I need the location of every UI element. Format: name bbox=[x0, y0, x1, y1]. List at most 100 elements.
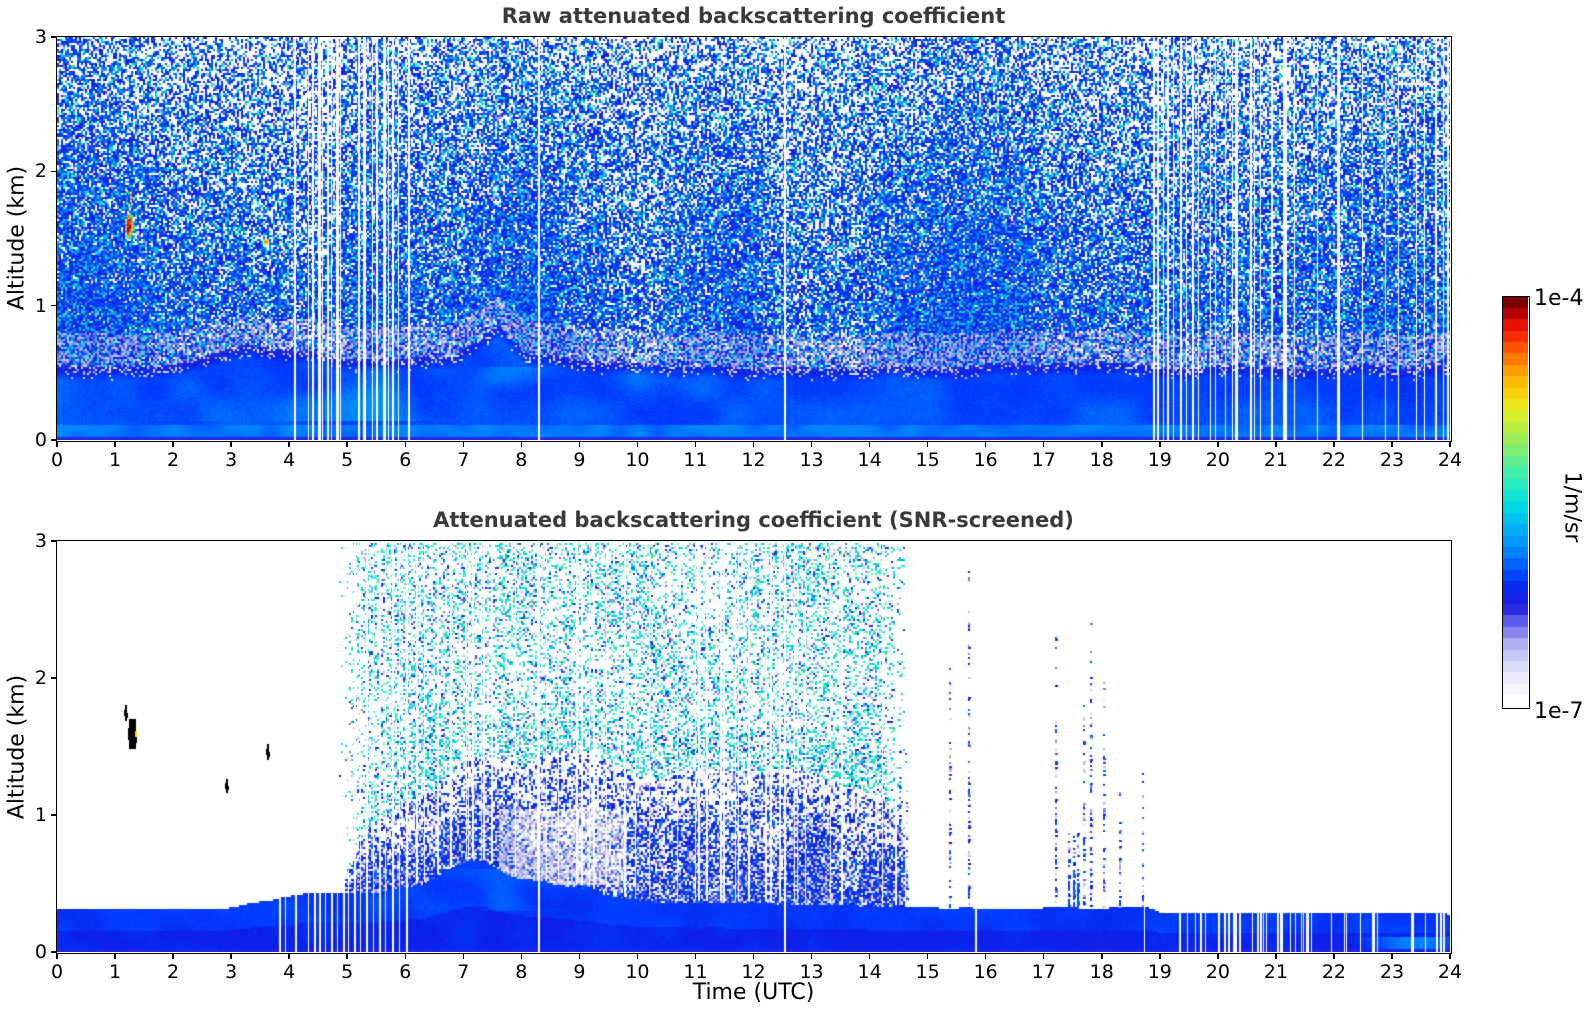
x-tick-mark bbox=[114, 953, 116, 959]
x-tick-mark bbox=[1449, 953, 1451, 959]
x-tick-mark bbox=[520, 441, 523, 447]
raw-y-axis-label: Altitude (km) bbox=[4, 165, 30, 311]
x-tick-label: 0 bbox=[50, 961, 64, 983]
x-tick-label: 16 bbox=[973, 449, 998, 471]
x-tick-label: 7 bbox=[457, 961, 470, 983]
y-tick-mark bbox=[50, 540, 56, 542]
y-tick-label: 3 bbox=[34, 530, 47, 552]
y-tick-label: 2 bbox=[34, 160, 47, 183]
y-tick-mark bbox=[50, 951, 56, 953]
x-tick-label: 9 bbox=[573, 449, 586, 471]
x-tick-label: 10 bbox=[625, 961, 650, 983]
x-tick-mark bbox=[230, 953, 232, 959]
x-tick-label: 12 bbox=[741, 449, 766, 471]
x-tick-label: 23 bbox=[1379, 449, 1405, 471]
x-tick-label: 20 bbox=[1205, 449, 1230, 471]
x-tick-label: 15 bbox=[915, 449, 940, 471]
y-tick-label: 3 bbox=[34, 26, 47, 48]
x-tick-label: 5 bbox=[341, 449, 354, 471]
x-tick-mark bbox=[1042, 953, 1045, 959]
x-tick-label: 8 bbox=[515, 961, 528, 983]
x-tick-mark bbox=[172, 441, 174, 447]
x-tick-mark bbox=[1159, 441, 1161, 447]
x-tick-label: 21 bbox=[1263, 961, 1288, 983]
x-tick-mark bbox=[752, 441, 755, 447]
x-tick-mark bbox=[810, 441, 813, 447]
x-tick-label: 15 bbox=[915, 961, 940, 983]
x-tick-mark bbox=[636, 441, 639, 447]
x-tick-label: 13 bbox=[799, 449, 824, 471]
x-tick-label: 17 bbox=[1031, 449, 1056, 471]
x-tick-label: 8 bbox=[515, 449, 528, 471]
x-tick-label: 2 bbox=[167, 961, 180, 983]
x-tick-mark bbox=[984, 441, 987, 447]
x-tick-label: 17 bbox=[1031, 961, 1056, 983]
x-tick-mark bbox=[520, 953, 523, 959]
x-tick-label: 14 bbox=[857, 449, 882, 471]
y-tick-label: 2 bbox=[34, 667, 47, 689]
x-tick-mark bbox=[1217, 441, 1219, 447]
x-tick-mark bbox=[926, 953, 929, 959]
y-tick-mark bbox=[50, 170, 56, 173]
x-tick-mark bbox=[636, 953, 639, 959]
x-tick-mark bbox=[926, 441, 929, 447]
x-tick-label: 18 bbox=[1089, 961, 1114, 983]
x-tick-mark bbox=[984, 953, 987, 959]
x-tick-mark bbox=[1333, 953, 1335, 959]
x-tick-label: 10 bbox=[625, 449, 650, 471]
x-tick-mark bbox=[1333, 441, 1335, 447]
colorbar-max-label: 1e-4 bbox=[1534, 286, 1584, 311]
x-tick-mark bbox=[404, 441, 406, 447]
x-tick-label: 12 bbox=[741, 961, 766, 983]
y-tick-mark bbox=[50, 439, 56, 441]
x-tick-mark bbox=[752, 953, 755, 959]
colorbar bbox=[1503, 297, 1528, 707]
x-tick-mark bbox=[172, 953, 174, 959]
y-tick-label: 0 bbox=[34, 941, 47, 963]
x-tick-label: 23 bbox=[1379, 961, 1405, 983]
x-tick-label: 13 bbox=[799, 961, 824, 983]
x-tick-label: 9 bbox=[573, 961, 586, 983]
x-tick-mark bbox=[230, 441, 232, 447]
x-tick-label: 3 bbox=[225, 961, 238, 983]
x-tick-label: 1 bbox=[108, 961, 122, 983]
x-tick-label: 6 bbox=[399, 449, 412, 471]
x-tick-label: 22 bbox=[1321, 961, 1346, 983]
x-tick-mark bbox=[114, 441, 116, 447]
x-tick-mark bbox=[578, 441, 581, 447]
x-tick-mark bbox=[868, 953, 871, 959]
screened-y-axis-label: Altitude (km) bbox=[4, 674, 30, 820]
x-tick-label: 14 bbox=[857, 961, 882, 983]
screened-plot-title: Attenuated backscattering coefficient (S… bbox=[433, 508, 1074, 532]
x-tick-mark bbox=[346, 441, 348, 447]
x-tick-label: 4 bbox=[283, 449, 296, 471]
x-tick-label: 24 bbox=[1437, 449, 1463, 471]
x-tick-label: 7 bbox=[457, 449, 470, 471]
x-tick-mark bbox=[288, 441, 290, 447]
x-tick-mark bbox=[694, 441, 697, 447]
x-tick-mark bbox=[868, 441, 871, 447]
x-tick-mark bbox=[1042, 441, 1045, 447]
x-tick-mark bbox=[56, 441, 58, 447]
x-tick-label: 6 bbox=[399, 961, 412, 983]
x-tick-mark bbox=[578, 953, 581, 959]
x-tick-mark bbox=[404, 953, 406, 959]
x-tick-label: 5 bbox=[341, 961, 354, 983]
x-tick-label: 1 bbox=[108, 449, 122, 471]
x-tick-label: 16 bbox=[973, 961, 998, 983]
x-tick-mark bbox=[810, 953, 813, 959]
x-tick-mark bbox=[462, 953, 465, 959]
x-tick-mark bbox=[346, 953, 348, 959]
x-tick-label: 19 bbox=[1147, 961, 1172, 983]
y-tick-mark bbox=[50, 304, 56, 307]
x-tick-label: 0 bbox=[50, 449, 64, 471]
x-tick-mark bbox=[1391, 441, 1393, 447]
x-tick-label: 4 bbox=[283, 961, 296, 983]
y-tick-label: 0 bbox=[34, 429, 47, 451]
x-tick-mark bbox=[1449, 441, 1451, 447]
time-axis-label: Time (UTC) bbox=[692, 980, 815, 1005]
raw-plot-title: Raw attenuated backscattering coefficien… bbox=[501, 4, 1006, 28]
x-tick-label: 19 bbox=[1147, 449, 1172, 471]
x-tick-label: 11 bbox=[683, 449, 708, 471]
